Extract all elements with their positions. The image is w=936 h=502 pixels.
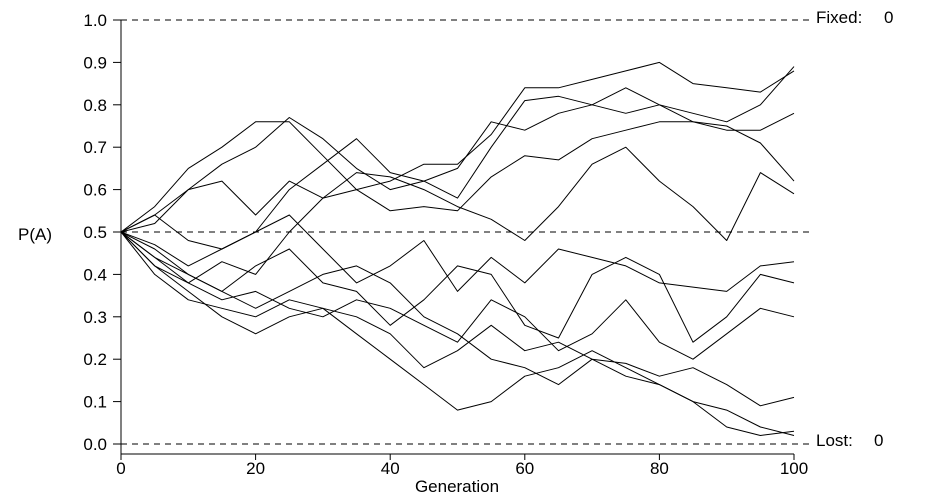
series-line-7: [120, 231, 795, 343]
x-tick-label: 20: [246, 459, 265, 478]
y-tick-label: 0.7: [83, 138, 107, 157]
x-tick-label: 40: [381, 459, 400, 478]
y-ticks: 0.0 0.1 0.2 0.3 0.4 0.5 0.6 0.7 0.8 0.9 1.0: [83, 11, 121, 454]
series-line-9: [120, 231, 795, 407]
y-tick-label: 0.4: [83, 265, 107, 284]
fixed-count: 0: [884, 8, 893, 27]
x-tick-label: 0: [116, 459, 125, 478]
series-lines: [120, 61, 795, 436]
lost-count: 0: [874, 431, 883, 450]
y-tick-label: 0.6: [83, 181, 107, 200]
y-tick-label: 0.8: [83, 96, 107, 115]
lost-label: Lost:: [816, 431, 853, 450]
series-line-4: [120, 121, 795, 284]
y-tick-label: 0.2: [83, 350, 107, 369]
reference-lines: [121, 19, 812, 445]
series-line-11: [120, 231, 795, 436]
x-ticks: 0 20 40 60 80 100: [116, 454, 808, 478]
series-line-8: [120, 231, 795, 360]
y-axis-title: P(A): [18, 225, 52, 244]
y-tick-label: 1.0: [83, 11, 107, 30]
x-tick-label: 80: [650, 459, 669, 478]
fixed-label: Fixed:: [816, 8, 862, 27]
y-tick-label: 0.0: [83, 435, 107, 454]
y-tick-label: 0.1: [83, 393, 107, 412]
series-line-2: [120, 66, 795, 233]
y-tick-label: 0.5: [83, 223, 107, 242]
y-tick-label: 0.9: [83, 53, 107, 72]
x-tick-label: 100: [780, 459, 808, 478]
x-axis-title: Generation: [415, 477, 499, 496]
x-tick-label: 60: [515, 459, 534, 478]
series-line-5: [120, 146, 795, 241]
series-line-6: [120, 214, 795, 292]
series-line-1: [120, 61, 795, 233]
y-tick-label: 0.3: [83, 308, 107, 327]
series-line-3: [120, 104, 795, 267]
